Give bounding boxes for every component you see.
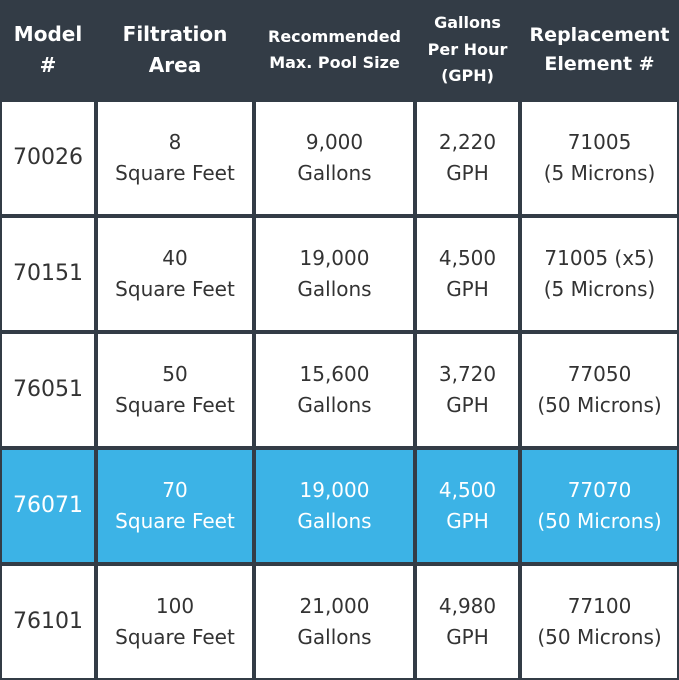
pool-size-cell: 19,000 Gallons	[254, 448, 415, 564]
header-element-line1: Replacement	[529, 23, 670, 46]
header-pool-size: Recommended Max. Pool Size	[254, 0, 415, 100]
gph-cell: 4,500 GPH	[415, 216, 520, 332]
gph-cell: 4,500 GPH	[415, 448, 520, 564]
model-cell: 70026	[0, 100, 96, 216]
header-gph-line1: Gallons	[434, 13, 501, 33]
gph-cell: 3,720 GPH	[415, 332, 520, 448]
header-model-line2: #	[39, 53, 57, 77]
area-cell: 40 Square Feet	[96, 216, 254, 332]
pool-size-cell: 19,000 Gallons	[254, 216, 415, 332]
element-cell: 77100 (50 Microns)	[520, 564, 679, 680]
model-cell: 76051	[0, 332, 96, 448]
header-gph-line2: Per Hour	[427, 39, 508, 59]
element-cell: 71005 (5 Microns)	[520, 100, 679, 216]
header-filtration-area: Filtration Area	[96, 0, 254, 100]
table-row: 70026 8 Square Feet 9,000 Gallons 2,220 GPH…	[0, 100, 679, 216]
table-row: 76051 50 Square Feet 15,600 Gallons 3,720 G…	[0, 332, 679, 448]
area-cell: 50 Square Feet	[96, 332, 254, 448]
header-pool-line1: Recommended	[268, 27, 401, 47]
table-row: 70151 40 Square Feet 19,000 Gallons 4,500 G…	[0, 216, 679, 332]
pool-size-cell: 15,600 Gallons	[254, 332, 415, 448]
model-cell: 70151	[0, 216, 96, 332]
table-row: 76101 100 Square Feet 21,000 Gallons 4,980…	[0, 564, 679, 680]
header-element-line2: Element #	[544, 53, 655, 75]
header-pool-line2: Max. Pool Size	[269, 53, 400, 72]
pool-size-cell: 21,000 Gallons	[254, 564, 415, 680]
header-area-line2: Area	[148, 53, 202, 77]
header-model-line1: Model	[13, 22, 83, 46]
element-cell: 71005 (x5) (5 Microns)	[520, 216, 679, 332]
header-row: Model # Filtration Area Recommended Max.…	[0, 0, 679, 100]
table-row-highlighted: 76071 70 Square Feet 19,000 Gallons 4,500 G…	[0, 448, 679, 564]
header-gph-line3: (GPH)	[441, 66, 494, 86]
header-area-line1: Filtration	[122, 22, 228, 46]
header-gph: Gallons Per Hour (GPH)	[415, 0, 520, 100]
area-cell: 8 Square Feet	[96, 100, 254, 216]
area-cell: 100 Square Feet	[96, 564, 254, 680]
model-cell: 76071	[0, 448, 96, 564]
element-cell: 77070 (50 Microns)	[520, 448, 679, 564]
gph-cell: 2,220 GPH	[415, 100, 520, 216]
pool-size-cell: 9,000 Gallons	[254, 100, 415, 216]
header-replacement-element: Replacement Element #	[520, 0, 679, 100]
gph-cell: 4,980 GPH	[415, 564, 520, 680]
element-cell: 77050 (50 Microns)	[520, 332, 679, 448]
area-cell: 70 Square Feet	[96, 448, 254, 564]
model-cell: 76101	[0, 564, 96, 680]
header-model: Model #	[0, 0, 96, 100]
